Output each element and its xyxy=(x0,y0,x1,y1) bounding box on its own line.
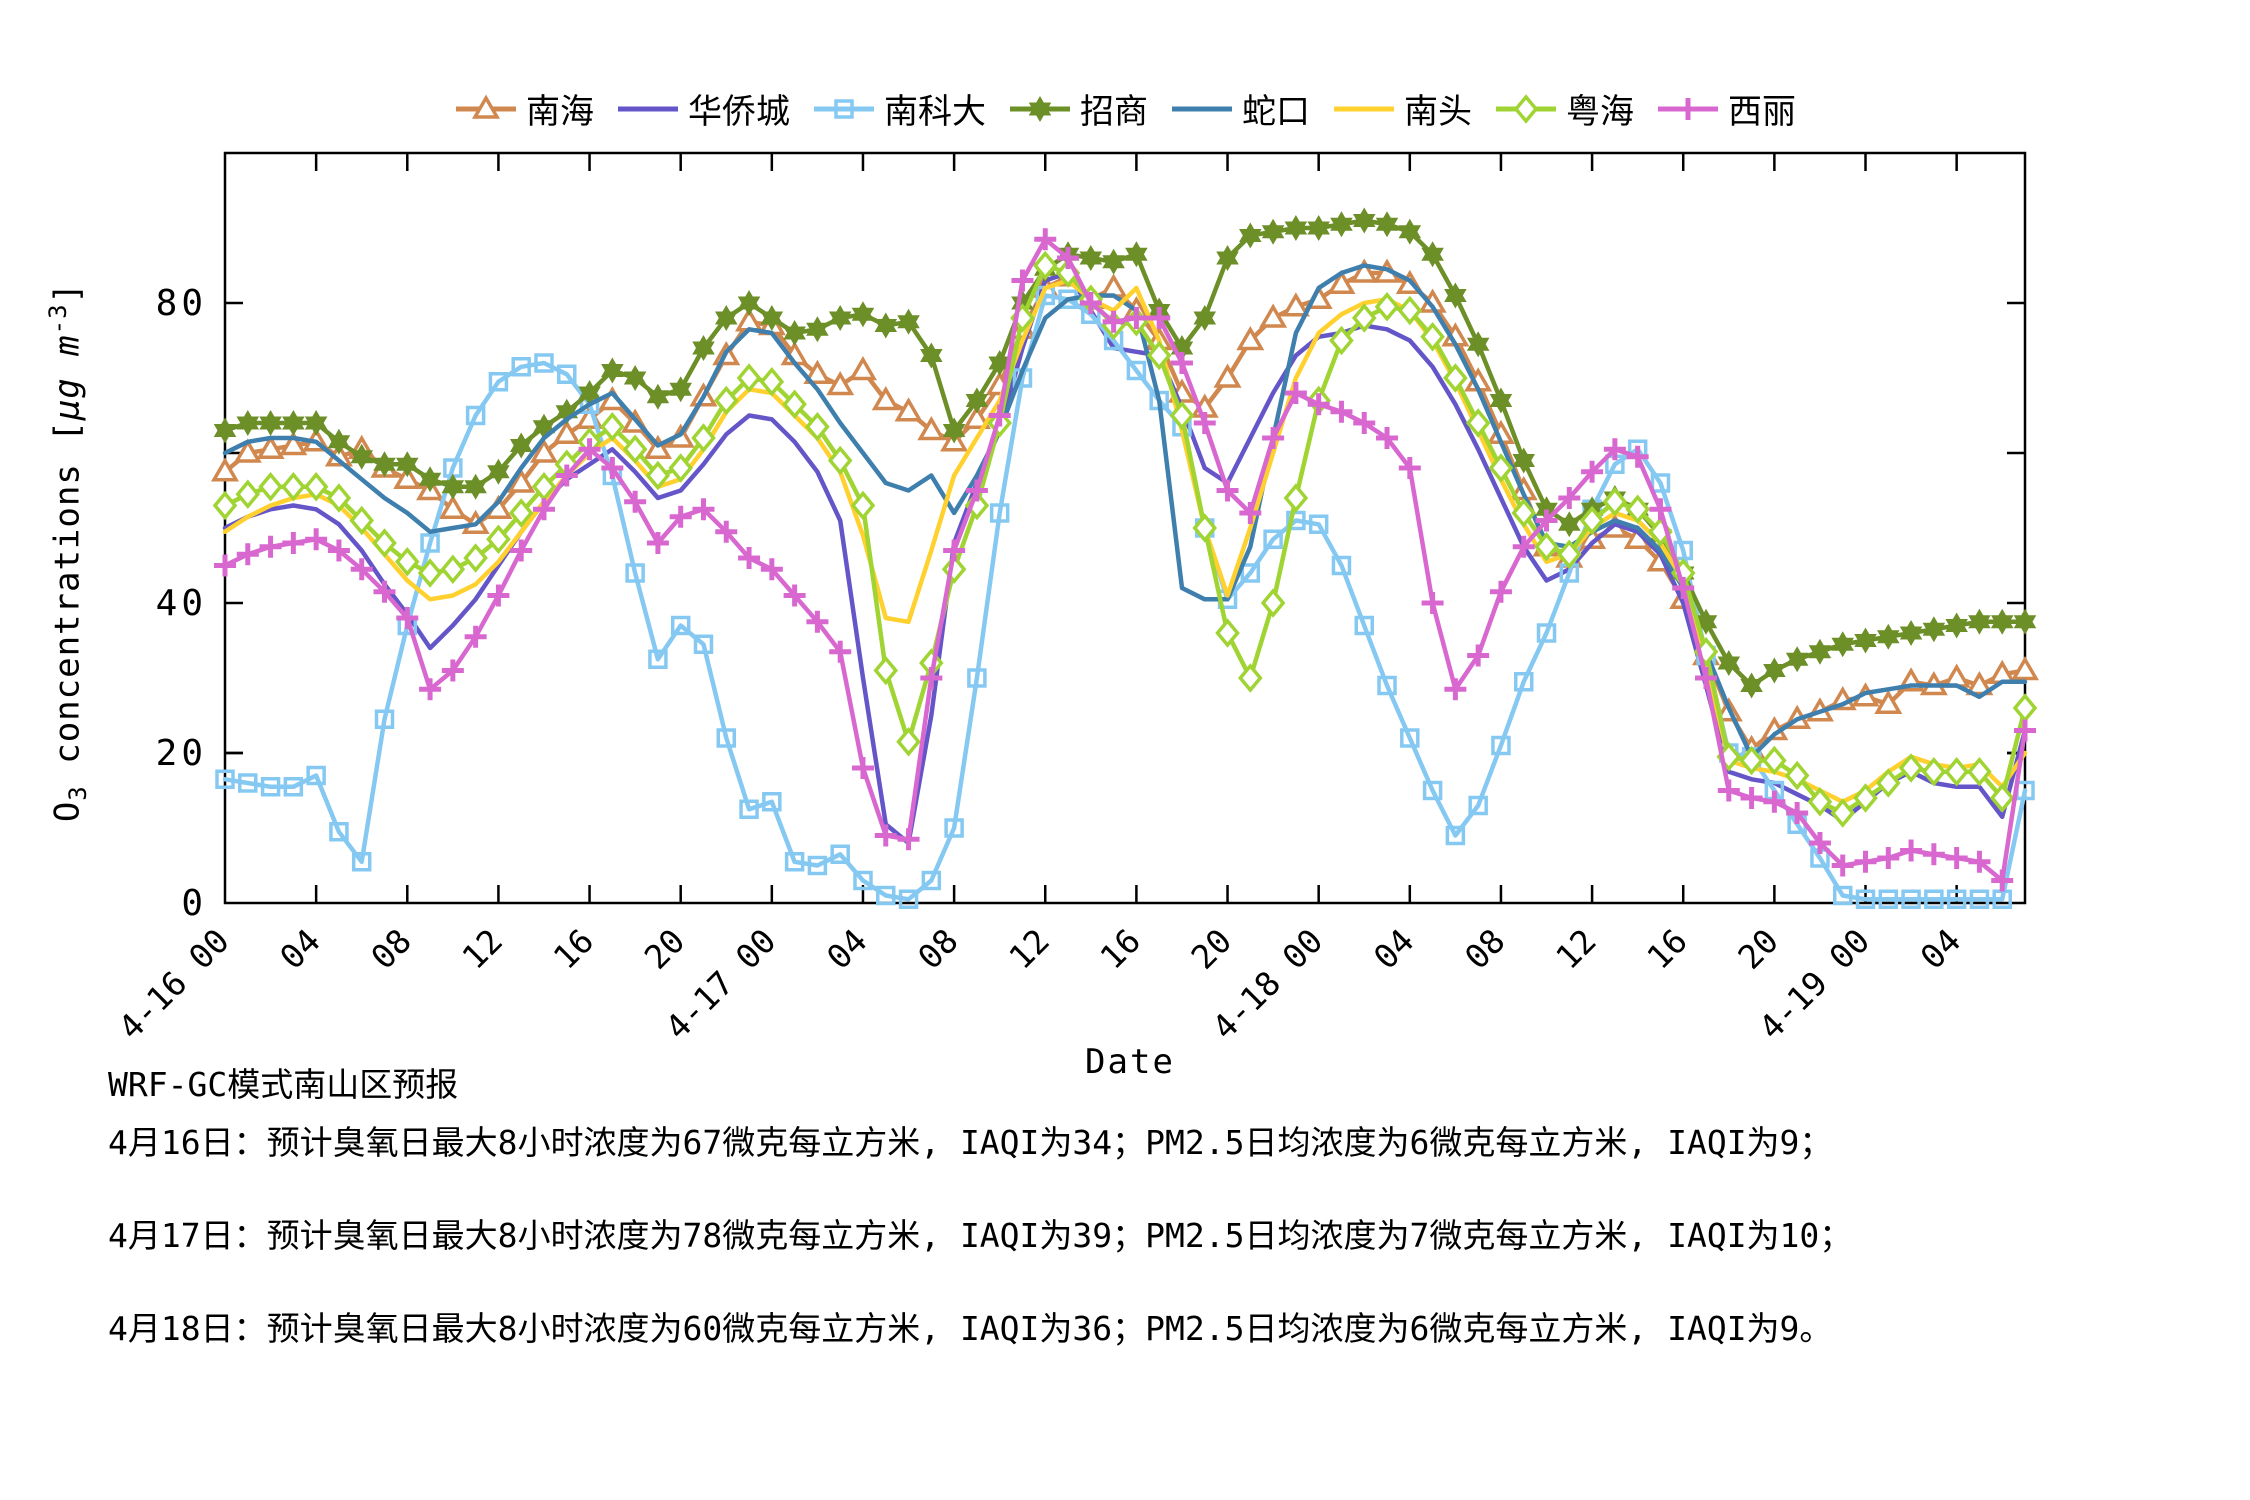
x-tick-label: 12 xyxy=(1548,921,1604,977)
legend-sample-triangle-icon xyxy=(456,94,516,119)
y-tick-label: 40 xyxy=(156,583,207,624)
legend-item-招商: 招商 xyxy=(1008,84,1148,133)
x-tick-label: 20 xyxy=(637,921,693,977)
x-tick-label: 4-16 00 xyxy=(111,921,237,1040)
forecast-line-apr17: 4月17日：预计臭氧日最大8小时浓度为78微克每立方米, IAQI为39；PM2… xyxy=(108,1216,1853,1255)
legend-sample-square-icon xyxy=(814,98,874,119)
legend-sample-none-icon xyxy=(1172,106,1232,111)
forecast-line-apr16: 4月16日：预计臭氧日最大8小时浓度为67微克每立方米, IAQI为34；PM2… xyxy=(108,1123,1833,1162)
legend-item-南头: 南头 xyxy=(1332,84,1472,133)
legend-label: 南海 xyxy=(526,92,594,132)
x-tick-label: 04 xyxy=(1366,921,1422,977)
legend-item-粤海: 粤海 xyxy=(1494,84,1634,133)
series-粤海 xyxy=(212,250,2038,828)
legend-item-华侨城: 华侨城 xyxy=(616,84,790,133)
legend-item-蛇口: 蛇口 xyxy=(1170,84,1310,133)
x-tick-label: 20 xyxy=(1730,921,1786,977)
plot-frame xyxy=(223,151,2027,905)
legend-label: 招商 xyxy=(1080,92,1148,132)
legend-item-南科大: 南科大 xyxy=(812,84,986,133)
legend-label: 蛇口 xyxy=(1242,92,1310,132)
legend-sample-star-icon xyxy=(1010,95,1070,122)
x-tick-label: 08 xyxy=(363,921,419,977)
forecast-text-block: WRF-GC模式南山区预报 4月16日：预计臭氧日最大8小时浓度为67微克每立方… xyxy=(108,1058,1852,1350)
x-tick-label: 04 xyxy=(819,921,875,977)
chart-canvas: 4-16 00 04 08 12 16 204-17 00 04 08 12 16 204-18 0… xyxy=(111,151,2040,1040)
x-tick-label: 12 xyxy=(1001,921,1057,977)
legend-label: 南头 xyxy=(1404,92,1472,132)
forecast-line-apr18: 4月18日：预计臭氧日最大8小时浓度为60微克每立方米, IAQI为36；PM2… xyxy=(108,1309,1833,1348)
legend-item-西丽: 西丽 xyxy=(1656,84,1796,133)
series-蛇口 xyxy=(222,263,2028,760)
forecast-title: WRF-GC模式南山区预报 xyxy=(108,1065,459,1104)
x-tick-label: 16 xyxy=(546,921,602,977)
series-招商 xyxy=(213,207,2037,699)
y-tick-label: 80 xyxy=(156,283,207,324)
legend-item-南海: 南海 xyxy=(454,84,594,133)
legend-label: 华侨城 xyxy=(688,92,790,132)
legend-label: 西丽 xyxy=(1728,92,1796,132)
x-tick-label: 08 xyxy=(910,921,966,977)
x-tick-label: 20 xyxy=(1184,921,1240,977)
legend-sample-diamond-icon xyxy=(1496,93,1556,124)
x-tick-label: 04 xyxy=(1913,921,1969,977)
legend-sample-none-icon xyxy=(618,106,678,111)
y-tick-label: 0 xyxy=(181,883,207,924)
y-axis-label: O3 concentrations [μg m-3] xyxy=(43,281,93,823)
x-axis-label: Date xyxy=(1085,1042,1175,1082)
legend-label: 粤海 xyxy=(1566,92,1634,132)
x-tick-label: 08 xyxy=(1457,921,1513,977)
legend-sample-plus-icon xyxy=(1658,97,1718,120)
y-tick-label: 20 xyxy=(156,733,207,774)
chart-legend: 南海 华侨城 南科大 招商 蛇口 南头 粤海 西丽 xyxy=(454,84,1796,133)
x-tick-label: 12 xyxy=(454,921,510,977)
x-tick-label: 16 xyxy=(1092,921,1148,977)
x-tick-label: 04 xyxy=(272,921,328,977)
series-西丽 xyxy=(214,228,2036,892)
legend-label: 南科大 xyxy=(884,92,986,132)
x-tick-label: 16 xyxy=(1639,921,1695,977)
legend-sample-none-icon xyxy=(1334,106,1394,111)
